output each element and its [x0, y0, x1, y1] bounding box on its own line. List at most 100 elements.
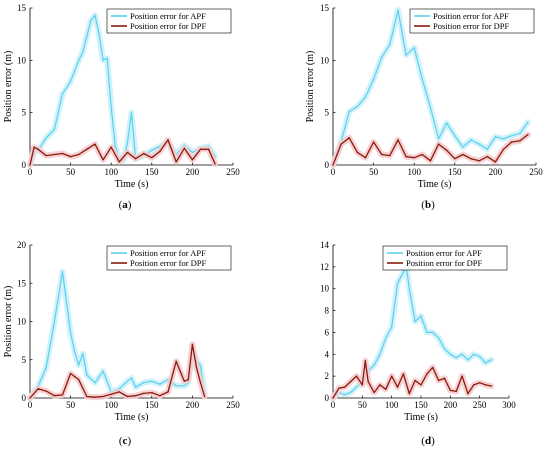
- data-point-apf-c: [82, 352, 84, 355]
- panel-c: 0 50 100 150 200 250 0 5 10 15 20 Time (s) Position …: [3, 240, 240, 423]
- legend-label-dpf-d: Position error for DPF: [406, 258, 483, 268]
- x-tick-label-c: 0: [28, 400, 33, 410]
- x-tick-label-b: 200: [489, 167, 503, 177]
- data-point-dpf-d: [390, 375, 393, 377]
- y-tick-label-b: 10: [320, 55, 330, 65]
- data-point-dpf-a: [86, 148, 88, 150]
- data-point-apf-d: [373, 364, 375, 366]
- data-point-dpf-d: [467, 392, 469, 395]
- data-point-apf-a: [114, 145, 116, 147]
- legend-label-dpf-a: Position error for DPF: [130, 21, 207, 31]
- data-point-apf-b: [445, 122, 448, 124]
- data-point-apf-d: [344, 394, 346, 396]
- panel-label-a: (a): [119, 199, 132, 211]
- x-tick-label-a: 200: [186, 167, 200, 177]
- y-tick-label-c: 15: [17, 278, 27, 288]
- legend-box-d: [382, 245, 508, 271]
- data-point-apf-b: [502, 138, 505, 140]
- legend-label-apf-c: Position error for APF: [130, 248, 206, 258]
- y-tick-label-d: 2: [325, 371, 330, 381]
- data-point-apf-b: [437, 138, 440, 140]
- data-point-apf-b: [421, 78, 424, 80]
- data-point-dpf-b: [340, 143, 342, 145]
- data-point-apf-c: [86, 374, 88, 376]
- data-point-apf-c: [45, 366, 47, 369]
- data-point-dpf-b: [494, 161, 497, 163]
- data-point-dpf-d: [461, 375, 463, 377]
- y-tick-label-d: 14: [320, 240, 330, 250]
- data-point-apf-b: [510, 134, 513, 137]
- data-point-dpf-b: [332, 164, 334, 166]
- x-axis-label-c: Time (s): [115, 412, 149, 423]
- data-point-dpf-c: [199, 382, 202, 384]
- data-point-apf-b: [348, 110, 350, 113]
- data-point-dpf-b: [510, 141, 513, 143]
- data-point-dpf-c: [53, 395, 56, 397]
- x-tick-label-d: 200: [444, 400, 458, 410]
- x-tick-label-a: 250: [226, 167, 240, 177]
- data-point-dpf-d: [420, 384, 422, 386]
- data-point-dpf-a: [142, 152, 145, 155]
- panel-label-b: (b): [421, 199, 435, 211]
- x-tick-label-b: 0: [331, 167, 336, 177]
- data-point-dpf-c: [159, 395, 161, 397]
- data-point-apf-a: [90, 19, 92, 22]
- x-tick-label-d: 250: [473, 400, 487, 410]
- x-tick-label-a: 50: [66, 167, 76, 177]
- data-point-dpf-a: [183, 147, 185, 149]
- data-point-apf-d: [396, 282, 399, 284]
- y-tick-label-d: 12: [320, 262, 329, 272]
- data-point-apf-c: [126, 380, 129, 382]
- data-point-dpf-c: [45, 390, 47, 392]
- data-point-dpf-d: [432, 366, 434, 369]
- data-point-dpf-c: [187, 378, 190, 381]
- y-tick-label-b: 15: [320, 3, 330, 13]
- data-point-dpf-c: [118, 391, 121, 393]
- data-point-dpf-a: [167, 139, 169, 141]
- y-tick-label-b: 0: [325, 160, 330, 170]
- y-tick-label-d: 4: [325, 349, 330, 359]
- legend-box-a: [106, 8, 232, 34]
- data-point-dpf-c: [110, 393, 112, 395]
- data-point-apf-a: [69, 80, 72, 82]
- data-point-dpf-d: [385, 388, 387, 390]
- data-point-apf-d: [461, 353, 463, 355]
- data-point-apf-a: [98, 33, 100, 35]
- x-tick-label-c: 150: [145, 400, 159, 410]
- data-point-apf-d: [443, 348, 446, 350]
- x-axis-label-d: Time (s): [404, 412, 438, 423]
- x-tick-label-a: 150: [145, 167, 159, 177]
- legend-box-c: [106, 245, 232, 271]
- data-point-dpf-d: [449, 389, 452, 392]
- y-tick-label-c: 10: [17, 317, 27, 327]
- data-point-dpf-c: [37, 388, 39, 390]
- data-point-dpf-d: [473, 384, 475, 386]
- x-tick-label-d: 150: [414, 400, 428, 410]
- data-point-apf-a: [61, 93, 64, 95]
- data-point-apf-c: [159, 383, 161, 385]
- data-point-dpf-b: [364, 156, 367, 159]
- data-point-apf-b: [397, 9, 399, 11]
- x-tick-label-c: 100: [104, 400, 118, 410]
- data-point-apf-b: [413, 47, 415, 49]
- data-point-dpf-d: [490, 385, 493, 387]
- x-tick-label-b: 50: [369, 167, 379, 177]
- data-point-apf-b: [372, 78, 375, 80]
- data-point-apf-d: [420, 315, 422, 317]
- data-point-apf-a: [126, 142, 129, 144]
- x-tick-label-c: 50: [66, 400, 76, 410]
- data-point-dpf-d: [379, 384, 381, 386]
- data-point-dpf-b: [437, 143, 440, 145]
- data-point-dpf-b: [421, 153, 424, 156]
- data-point-apf-d: [414, 320, 416, 323]
- y-tick-label-d: 10: [320, 284, 330, 294]
- y-tick-label-c: 0: [22, 393, 27, 403]
- data-point-apf-c: [61, 271, 64, 273]
- y-tick-label-a: 0: [22, 160, 27, 170]
- data-point-dpf-c: [73, 375, 76, 378]
- data-point-apf-a: [86, 35, 88, 37]
- legend-box-b: [409, 8, 535, 34]
- data-point-apf-b: [454, 134, 456, 137]
- data-point-dpf-b: [405, 155, 407, 158]
